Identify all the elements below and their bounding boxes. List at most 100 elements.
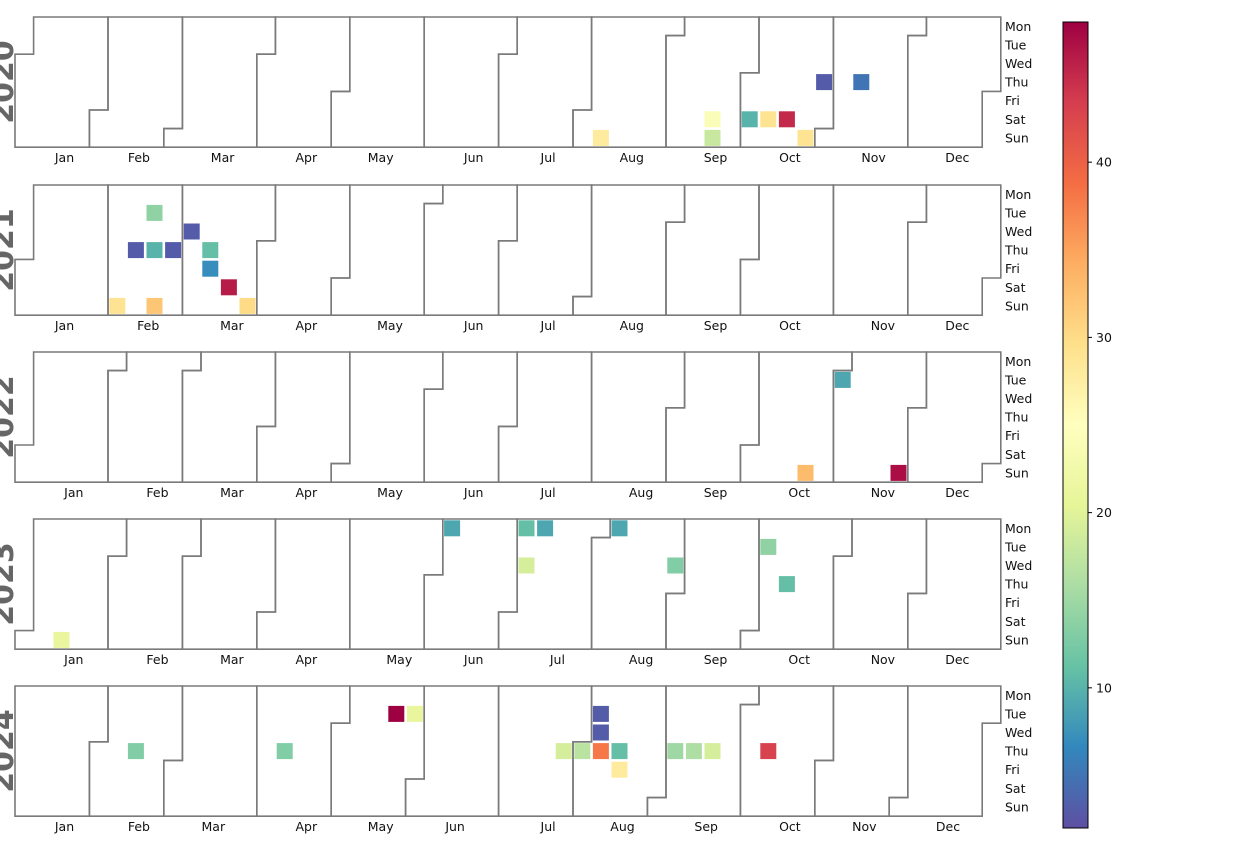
month-outline-feb bbox=[107, 518, 202, 651]
day-cell-2024-05-28: 2024-05-28: 21 bbox=[406, 705, 423, 722]
month-label: Jun bbox=[463, 485, 484, 500]
day-cell-2024-09-12: 2024-09-12: 16 bbox=[685, 743, 702, 760]
weekday-label: Sat bbox=[1005, 447, 1026, 462]
day-cell-2020-10-29: 2020-10-29: 3 bbox=[816, 74, 833, 91]
day-cell-2021-03-12: 2021-03-12: 7 bbox=[202, 260, 219, 277]
day-cell-2023-07-05: 2023-07-05: 19 bbox=[518, 557, 535, 574]
month-outline-apr bbox=[255, 184, 351, 317]
month-outline-sep bbox=[665, 518, 760, 651]
month-label: Aug bbox=[610, 819, 634, 834]
month-label: Jan bbox=[54, 318, 74, 333]
month-label: Dec bbox=[936, 819, 960, 834]
year-panel-2023: 2023 2023-01-15: 21 2023-06-05: 9 2023-07-0… bbox=[0, 518, 1032, 667]
month-label: May bbox=[377, 485, 403, 500]
month-label: Oct bbox=[779, 819, 801, 834]
day-cell-2021-03-20: 2021-03-20: 46 bbox=[220, 279, 237, 296]
weekday-label: Fri bbox=[1005, 261, 1020, 276]
year-label: 2022 bbox=[0, 375, 21, 459]
day-cell-2023-10-12: 2023-10-12: 11 bbox=[778, 576, 795, 593]
month-label: Mar bbox=[220, 318, 244, 333]
month-outline-aug bbox=[590, 351, 686, 484]
month-outline-dec bbox=[906, 184, 1002, 317]
month-label: Mar bbox=[211, 150, 235, 165]
day-cell-2020-10-03: 2020-10-03: 10 bbox=[741, 111, 758, 128]
weekday-label: Fri bbox=[1005, 428, 1020, 443]
month-label: Oct bbox=[788, 652, 810, 667]
weekday-label: Thu bbox=[1004, 744, 1028, 759]
month-label: May bbox=[368, 150, 394, 165]
year-panel-2020: 2020 2020-08-09: 28 2020-09-19: 242020-09-… bbox=[0, 16, 1032, 165]
month-label: May bbox=[386, 652, 412, 667]
month-label: Jun bbox=[463, 150, 484, 165]
month-label: Dec bbox=[945, 318, 969, 333]
month-outline-may bbox=[330, 351, 444, 484]
day-cell-2020-11-12: 2020-11-12: 5 bbox=[853, 74, 870, 91]
month-outline-apr bbox=[255, 685, 351, 818]
month-label: Nov bbox=[871, 485, 896, 500]
month-outline-sep bbox=[646, 685, 760, 818]
weekday-label: Sun bbox=[1005, 632, 1029, 647]
month-outline-jan bbox=[14, 184, 109, 317]
weekday-label: Sat bbox=[1005, 614, 1026, 629]
month-outline-dec bbox=[906, 518, 1002, 651]
year-label: 2021 bbox=[0, 208, 21, 292]
day-cell-2024-08-15: 2024-08-15: 11 bbox=[611, 743, 628, 760]
day-cell-2023-08-30: 2023-08-30: 13 bbox=[667, 557, 684, 574]
month-label: Nov bbox=[871, 318, 896, 333]
day-cell-2021-02-25: 2021-02-25: 3 bbox=[165, 242, 182, 259]
year-panels: 2020 2020-08-09: 28 2020-09-19: 242020-09-… bbox=[0, 16, 1032, 834]
month-label: Jul bbox=[540, 318, 556, 333]
year-panel-2022: 2022 2022-10-23: 33 2022-11-01: 9 2022-11-2… bbox=[0, 351, 1032, 500]
month-label: Apr bbox=[295, 652, 317, 667]
weekday-label: Fri bbox=[1005, 762, 1020, 777]
month-label: Mar bbox=[220, 652, 244, 667]
month-outline-nov bbox=[813, 685, 909, 818]
month-outline-nov bbox=[832, 351, 928, 484]
month-label: Sep bbox=[704, 485, 728, 500]
weekday-label: Fri bbox=[1005, 93, 1020, 108]
month-label: Aug bbox=[629, 652, 653, 667]
month-label: Sep bbox=[704, 150, 728, 165]
colorbar-tick-label: 40 bbox=[1096, 155, 1112, 170]
month-outline-oct bbox=[739, 184, 835, 317]
day-cell-2020-08-09: 2020-08-09: 28 bbox=[592, 129, 609, 146]
weekday-label: Sun bbox=[1005, 799, 1029, 814]
day-cell-2024-04-11: 2024-04-11: 13 bbox=[276, 743, 293, 760]
month-label: Nov bbox=[861, 150, 886, 165]
day-cell-2024-08-08: 2024-08-08: 38 bbox=[592, 743, 609, 760]
day-cell-2023-07-10: 2023-07-10: 9 bbox=[537, 520, 554, 537]
colorbar-tick-label: 10 bbox=[1096, 680, 1112, 695]
month-outline-oct bbox=[739, 685, 835, 818]
month-label: Feb bbox=[128, 819, 150, 834]
month-outline-jan bbox=[14, 685, 109, 818]
month-label: Jul bbox=[540, 150, 556, 165]
month-label: May bbox=[377, 318, 403, 333]
month-label: Oct bbox=[779, 318, 801, 333]
month-outline-may bbox=[348, 518, 444, 651]
weekday-label: Sun bbox=[1005, 130, 1029, 145]
weekday-label: Thu bbox=[1004, 243, 1028, 258]
weekday-label: Sun bbox=[1005, 298, 1029, 313]
day-cell-2021-03-03: 2021-03-03: 3 bbox=[183, 223, 200, 240]
weekday-label: Mon bbox=[1005, 521, 1031, 536]
colorbar: 10 20 30 40 bbox=[1062, 21, 1112, 829]
day-cell-2022-10-23: 2022-10-23: 33 bbox=[797, 464, 814, 481]
year-panel-2021: 20212021-02-07: 292021-02-11: 32021-02-1… bbox=[0, 184, 1032, 333]
month-label: Oct bbox=[779, 150, 801, 165]
weekday-label: Wed bbox=[1005, 725, 1032, 740]
month-label: Dec bbox=[945, 150, 969, 165]
day-cell-2023-10-03: 2023-10-03: 14 bbox=[760, 538, 777, 555]
day-cell-2020-10-25: 2020-10-25: 29 bbox=[797, 129, 814, 146]
month-outline-sep bbox=[665, 351, 760, 484]
weekday-label: Tue bbox=[1004, 706, 1027, 721]
month-label: Feb bbox=[146, 485, 168, 500]
day-cell-2020-10-17: 2020-10-17: 45 bbox=[778, 111, 795, 128]
month-outline-may bbox=[330, 685, 426, 818]
month-label: Jan bbox=[63, 652, 83, 667]
month-label: Sep bbox=[704, 318, 728, 333]
day-cell-2022-11-27: 2022-11-27: 47 bbox=[890, 464, 907, 481]
weekday-label: Mon bbox=[1005, 187, 1031, 202]
month-outline-sep bbox=[665, 184, 760, 317]
month-outline-nov bbox=[832, 518, 928, 651]
month-outline-jan bbox=[14, 16, 109, 148]
